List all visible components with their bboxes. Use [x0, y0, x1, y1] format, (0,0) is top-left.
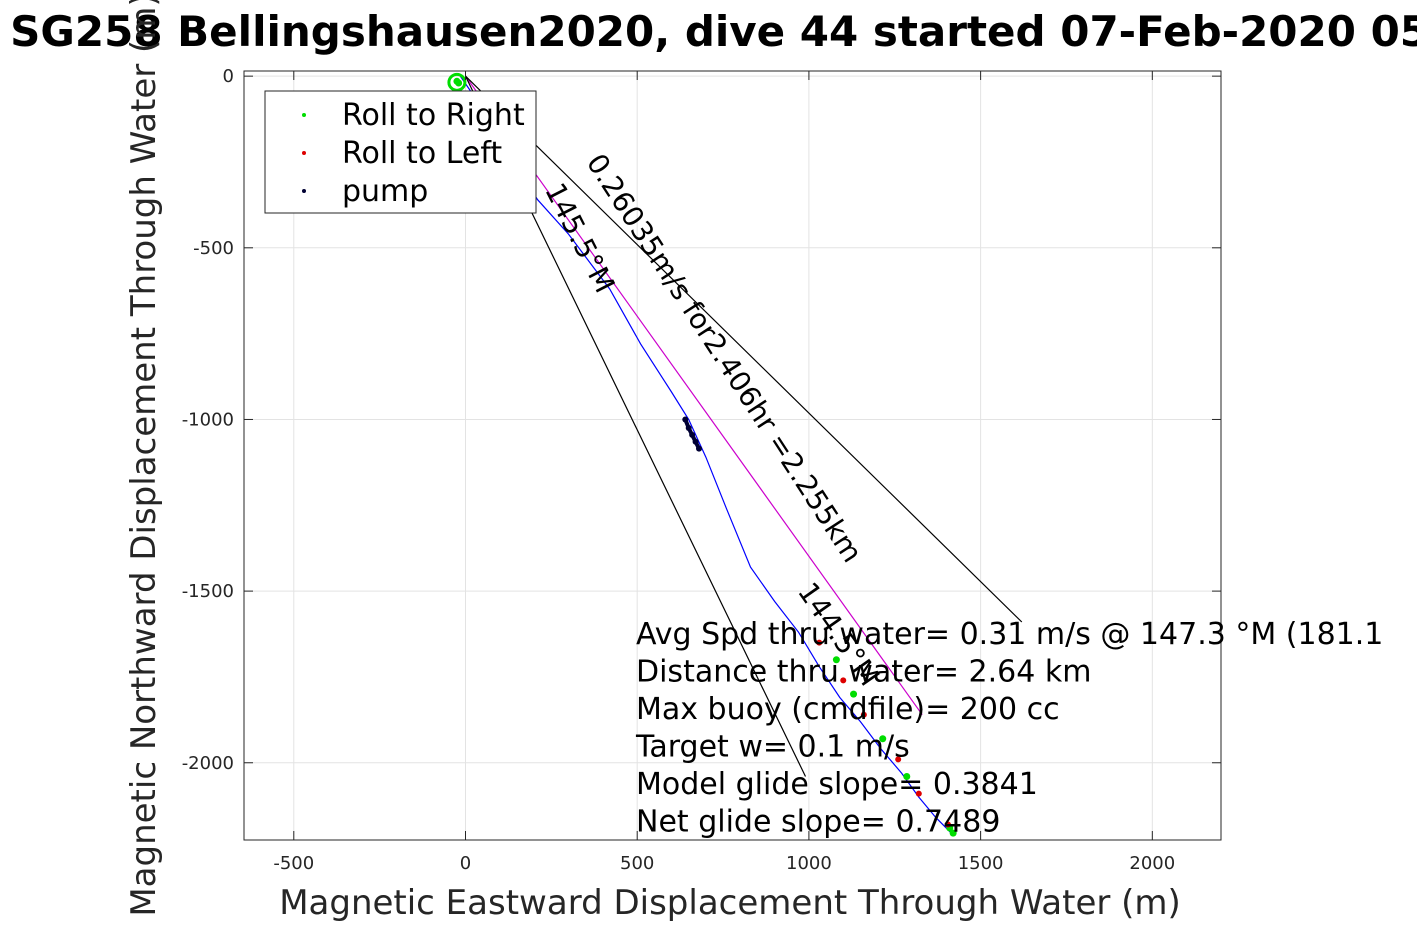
- x-tick-label: 1000: [786, 853, 832, 874]
- legend-box: [264, 90, 537, 214]
- legend: Roll to Right Roll to Left pump: [264, 90, 537, 214]
- y-tick-label: -500: [193, 238, 234, 259]
- point-roll-to-left: [915, 790, 922, 797]
- point-roll-to-left: [816, 639, 823, 646]
- series-roll-to-right: [453, 77, 957, 837]
- annotation-line: Distance thru water= 2.64 km: [636, 655, 1091, 690]
- point-roll-to-right: [832, 656, 840, 664]
- y-tick-label: 0: [223, 66, 234, 87]
- pump-segment: [683, 418, 701, 450]
- legend-marker-pump: [302, 189, 306, 193]
- x-tick-label: 2000: [1129, 853, 1175, 874]
- plot-frame: [243, 70, 1222, 841]
- legend-marker-roll-left: [302, 151, 306, 155]
- legend-label-roll-right: Roll to Right: [342, 98, 525, 133]
- point-roll-to-left: [944, 821, 951, 828]
- y-tick-label: -1500: [182, 581, 234, 602]
- series-heading-right-bound: [465, 75, 1023, 623]
- x-axis-label: Magnetic Eastward Displacement Through W…: [279, 883, 1181, 923]
- grid: [244, 71, 1221, 840]
- point-roll-to-right: [850, 690, 858, 698]
- annotation-line: Max buoy (cmdfile)= 200 cc: [636, 692, 1060, 727]
- annotation-line: Net glide slope= 0.7489: [636, 805, 1000, 840]
- legend-marker-roll-right: [302, 113, 306, 117]
- series-depth-averaged-current: [465, 75, 923, 716]
- chart-title: SG258 Bellingshausen2020, dive 44 starte…: [10, 7, 1417, 56]
- x-tick-label: 500: [620, 853, 654, 874]
- start-marker: [447, 72, 467, 92]
- annotation-line: Model glide slope= 0.3841: [636, 767, 1038, 802]
- point-roll-to-right: [903, 772, 911, 780]
- point-roll-to-left: [860, 711, 867, 718]
- series-roll-to-left: [816, 639, 951, 828]
- series-track: [459, 75, 954, 836]
- point-roll-to-right: [455, 79, 463, 87]
- y-tick-label: -2000: [182, 753, 234, 774]
- legend-label-pump: pump: [342, 174, 428, 209]
- x-tick-label: -500: [273, 853, 314, 874]
- y-axis-label: Magnetic Northward Displacement Through …: [124, 0, 164, 917]
- point-roll-to-left: [895, 756, 902, 763]
- point-roll-to-right: [879, 735, 887, 743]
- ticks: -500 0 500 1000 1500 2000 0 -500 -1000 -1500 -2000: [182, 66, 1221, 874]
- y-tick-label: -1000: [182, 409, 234, 430]
- annotation-line: Target w= 0.1 m/s: [635, 730, 910, 765]
- point-roll-to-left: [840, 677, 847, 684]
- x-tick-label: 1500: [958, 853, 1004, 874]
- point-roll-to-right: [949, 829, 957, 837]
- legend-label-roll-left: Roll to Left: [342, 136, 502, 171]
- x-tick-label: 0: [460, 853, 471, 874]
- annotations: Avg Spd thru water= 0.31 m/s @ 147.3 °M …: [635, 617, 1383, 840]
- annotation-line: Avg Spd thru water= 0.31 m/s @ 147.3 °M …: [636, 617, 1383, 652]
